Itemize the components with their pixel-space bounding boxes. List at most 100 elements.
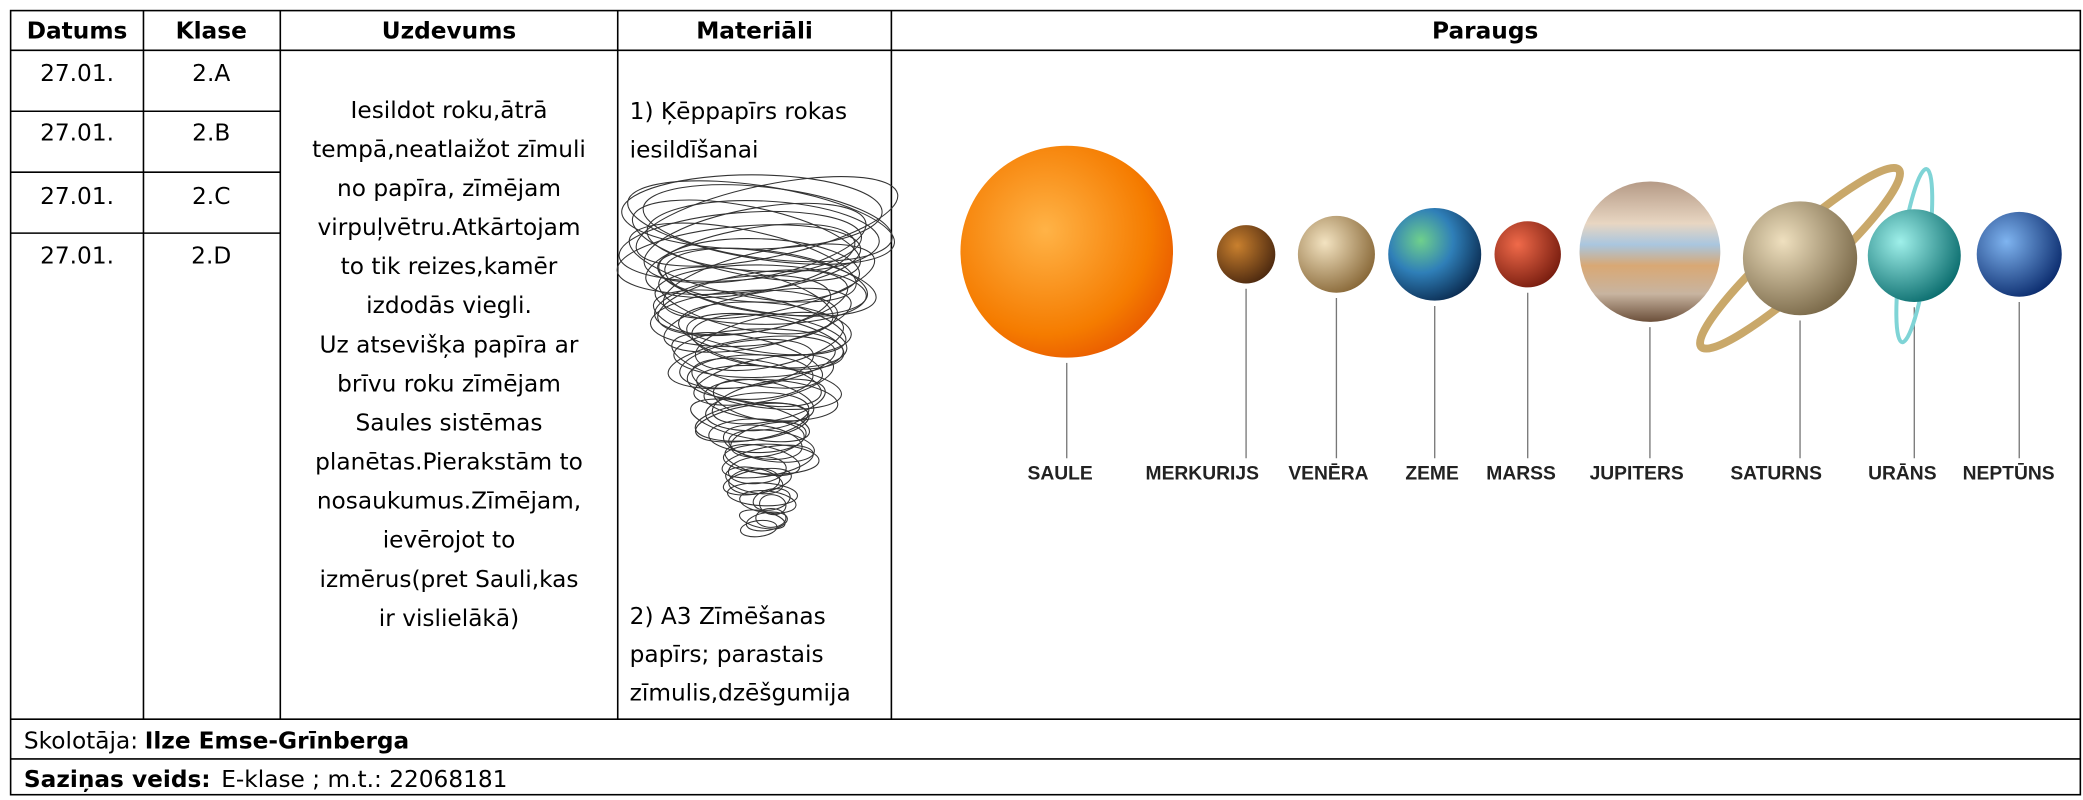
scribble [722,443,820,475]
date-cell: 27.01. [40,60,114,87]
scribble [690,398,811,443]
task-line: ievērojot to [383,527,516,554]
column-header: Klase [176,17,247,44]
planet-label: SAULE [1027,463,1092,484]
task-line: no papīra, zīmējam [337,175,561,202]
task-line: tempā,neatlaižot zīmuli [312,136,586,163]
task-line: Uz atsevišķa papīra ar [320,331,579,358]
material-line: 2) A3 Zīmēšanas [630,603,826,630]
tornado-sketch [616,174,899,538]
scribble [663,287,852,353]
column-header: Materiāli [696,17,813,44]
scribble [671,332,824,389]
solar-system-illustration: SAULE MERKURIJS VENĒRA ZEME MARSS JUPITERS SAT… [960,145,2062,484]
scribble [642,184,893,263]
scribble [658,266,834,335]
date-cell: 27.01. [40,183,114,210]
planet [960,145,1174,358]
column-header: Uzdevums [382,17,517,44]
scribble [726,482,798,507]
task-line: Iesildot roku,ātrā [351,97,548,124]
scribble [739,519,778,538]
scribble [712,378,815,423]
scribble [727,455,787,485]
scribble [705,392,810,432]
class-cell: 2.C [192,183,230,210]
planet [1867,209,1961,302]
scribble [643,202,867,284]
scribble [628,222,857,303]
material-line: papīrs; parastais [630,641,824,668]
task-line: izmērus(pret Sauli,kas [319,566,578,593]
scribble [631,199,861,282]
scribble [759,494,787,516]
scribble [645,223,856,298]
contact-line: Saziņas veids: E-klase ; m.t.: 22068181 [24,766,508,793]
teacher-line: Skolotāja: Ilze Emse-Grīnberga [24,727,409,754]
scribble [703,378,839,422]
class-cell: 2.D [191,243,231,270]
scribble [755,507,787,528]
scribble [657,247,877,317]
teacher-label: Skolotāja: [24,727,138,754]
planet [1388,207,1482,301]
scribble [664,247,869,317]
scribble [708,418,805,454]
planet-label: NEPTŪNS [1963,463,2055,484]
scribble [654,264,867,325]
scribble [745,511,788,532]
scribble [725,466,784,495]
task-line: virpuļvētru.Atkārtojam [317,214,580,241]
task-line: brīvu roku zīmējam [337,370,561,397]
planet-label: VENĒRA [1288,463,1368,484]
planet-label: URĀNS [1868,463,1937,484]
planet [1297,215,1375,293]
planet-label: MERKURIJS [1146,463,1260,484]
column-header: Paraugs [1432,17,1538,44]
planet [1742,201,1858,316]
task-line: ir vislielākā) [379,605,519,632]
scribble [730,421,807,458]
planet [1976,211,2062,297]
table-borders [9,9,2082,796]
scribble [616,224,862,295]
date-cell: 27.01. [40,119,114,146]
scribble [696,364,842,410]
scribble [618,210,863,282]
class-cell: 2.A [192,60,230,87]
scribble [646,200,880,273]
scribble [686,354,814,400]
column-header: Datums [27,17,128,44]
scribble [694,402,809,443]
scribble [738,509,786,530]
scribble [627,180,895,265]
planet-label: ZEME [1405,463,1459,484]
contact-value: E-klase ; m.t.: 22068181 [221,766,507,793]
task-line: nosaukumus.Zīmējam, [317,488,581,515]
task-line: to tik reizes,kamēr [341,253,558,280]
scribble [694,311,844,372]
scribble [649,289,839,348]
scribble [722,424,803,460]
scribble [679,338,814,389]
scribble [693,354,835,406]
table-text: Datums Klase Uzdevums Materiāli Paraugs 27.01… [24,17,1538,792]
task-line: planētas.Pierakstām to [315,449,583,476]
material-line: iesildīšanai [630,137,759,164]
task-line: Saules sistēmas [356,409,543,436]
planet-label: SATURNS [1730,463,1822,484]
planet [1579,181,1721,322]
scribble [724,443,801,477]
planet [1216,225,1276,284]
class-cell: 2.B [192,119,230,146]
planet-label: JUPITERS [1590,463,1684,484]
date-cell: 27.01. [40,243,114,270]
scribble [728,429,815,463]
contact-label: Saziņas veids: [24,766,211,793]
material-line: zīmulis,dzēšgumija [630,680,851,707]
scribble [673,328,844,378]
task-line: izdodās viegli. [366,292,532,319]
planet [1494,221,1561,288]
